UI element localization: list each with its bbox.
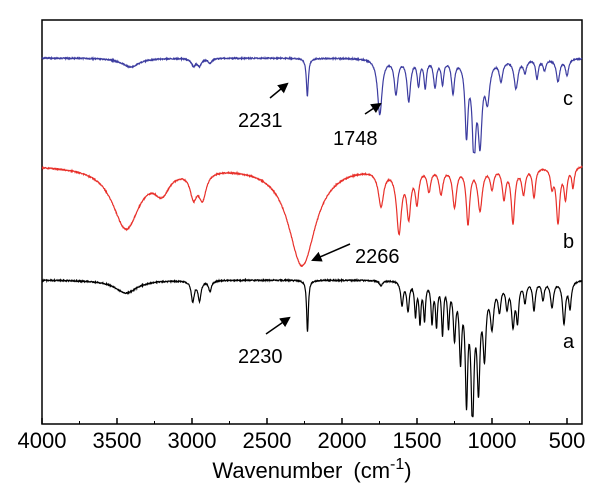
annotation-arrow (311, 243, 351, 262)
x-tick-label: 2000 (318, 428, 367, 453)
x-axis-title-close: ) (404, 458, 411, 483)
series-label-b: b (563, 231, 574, 253)
plot-frame (41, 19, 583, 425)
x-tick-label: 2500 (243, 428, 292, 453)
x-tick-label: 1000 (468, 428, 517, 453)
x-axis-title: Wavenumber (cm-1) (212, 456, 411, 483)
annotation-arrow (265, 316, 291, 335)
spectra-group: c b a (41, 55, 583, 418)
x-tick-label: 1500 (393, 428, 442, 453)
series-label-c: c (563, 88, 573, 110)
annotation-label: 2266 (355, 246, 400, 268)
spectrum-line-c (41, 55, 583, 154)
annotation-arrow (364, 102, 382, 115)
x-tick-label: 500 (549, 428, 586, 453)
spectrum-line-a (41, 277, 583, 418)
series-label-a: a (563, 331, 575, 353)
x-tick-label: 4000 (18, 428, 67, 453)
x-axis-title-sup: -1 (390, 456, 404, 473)
x-tick-label: 3000 (168, 428, 217, 453)
spectrum-line-b (41, 165, 583, 268)
annotation-label: 2231 (238, 110, 283, 132)
annotations-group: 2231 1748 2266 2230 (238, 82, 400, 368)
annotation-label: 1748 (333, 128, 378, 150)
x-tick-label: 3500 (93, 428, 142, 453)
annotation-label: 2230 (238, 346, 283, 368)
x-axis-ticks: 4000 3500 3000 2500 2000 1500 1000 500 (18, 418, 586, 453)
annotation-arrow (269, 82, 289, 99)
x-axis-title-main: Wavenumber (cm (212, 458, 390, 483)
